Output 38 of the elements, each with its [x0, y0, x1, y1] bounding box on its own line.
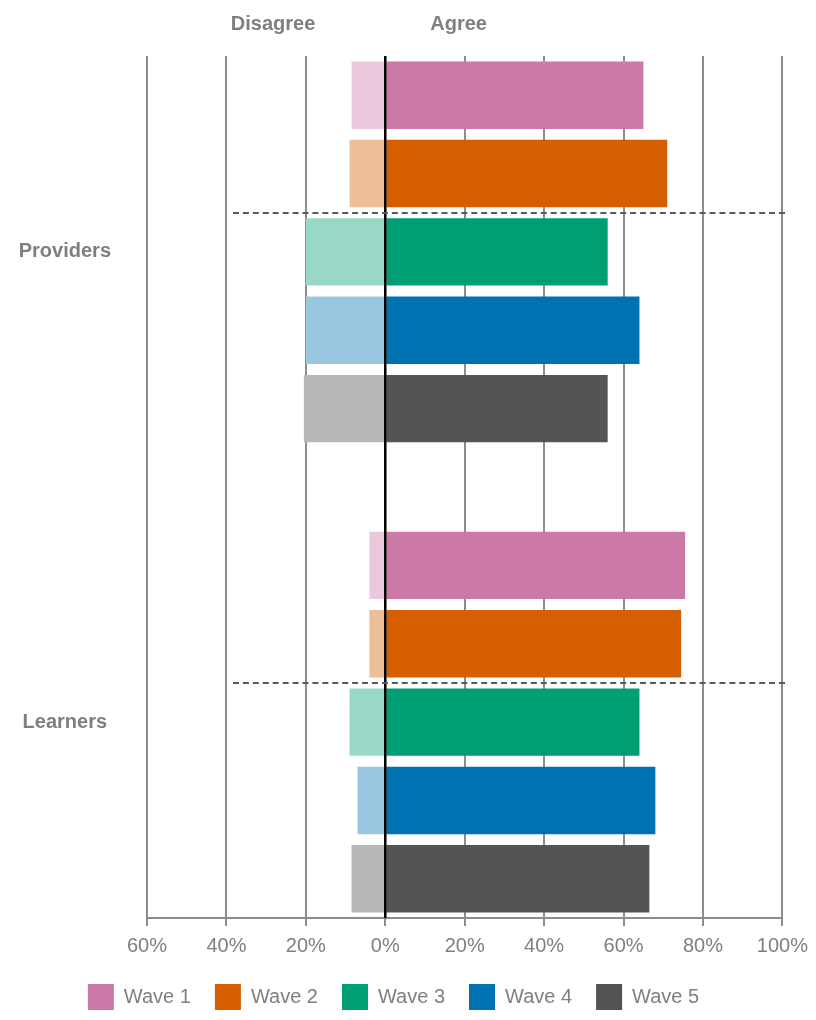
bar	[305, 296, 385, 364]
bar	[303, 374, 385, 443]
x-tick-label: 40%	[206, 933, 247, 956]
bar	[369, 610, 385, 678]
bar	[386, 296, 640, 364]
x-tick-label: 0%	[370, 933, 400, 956]
x-tick-label: 40%	[524, 933, 565, 956]
y-tick-label: Providers	[18, 239, 111, 262]
legend-label: Wave 1	[123, 984, 191, 1007]
legend-label: Wave 2	[250, 984, 318, 1007]
bar	[305, 218, 385, 286]
bar	[351, 845, 385, 913]
bar	[351, 61, 385, 129]
bar	[386, 61, 644, 129]
bar	[386, 845, 650, 913]
bar	[386, 139, 668, 208]
y-tick-label: Learners	[22, 709, 108, 732]
text: Disagree	[230, 11, 316, 34]
bar	[386, 610, 682, 678]
x-tick-label: 60%	[603, 933, 644, 956]
bar	[386, 766, 656, 835]
bar	[349, 688, 385, 756]
x-tick-label: 60%	[126, 933, 168, 956]
text: Agree	[430, 11, 487, 34]
legend-label: Wave 4	[505, 984, 573, 1007]
legend-label: Wave 5	[632, 984, 700, 1007]
x-tick-label: 20%	[444, 933, 485, 956]
x-tick-label: 20%	[285, 933, 327, 956]
x-tick-label: 80%	[682, 933, 724, 956]
legend-label: Wave 3	[377, 984, 446, 1007]
bar	[386, 688, 640, 756]
x-tick-label: 100%	[756, 933, 809, 956]
bar	[369, 531, 385, 600]
bar	[349, 139, 385, 208]
bar	[386, 218, 608, 286]
bar	[386, 374, 608, 443]
bar	[357, 766, 385, 835]
bar	[386, 531, 686, 600]
